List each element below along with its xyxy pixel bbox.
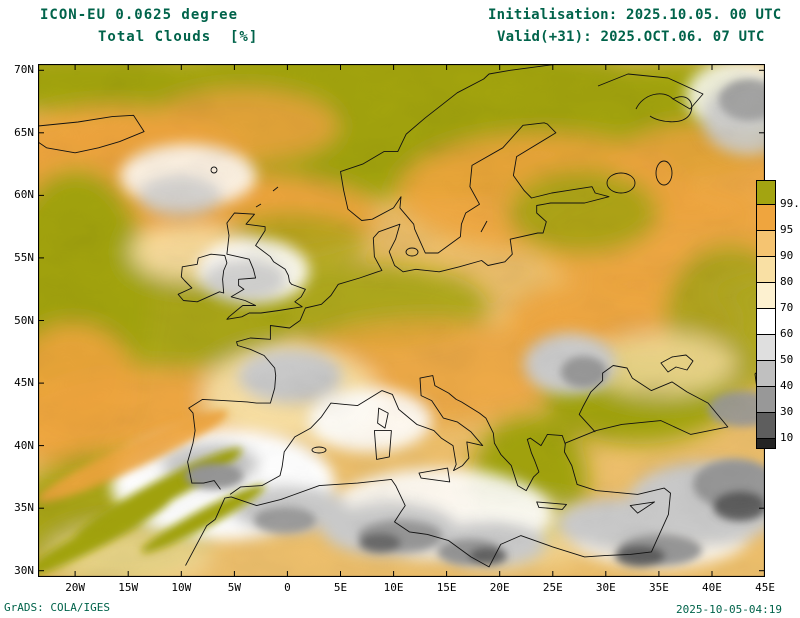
colorbar-segment [756,438,776,449]
lat-label: 35N [14,501,34,515]
lon-label: 10W [171,581,192,594]
colorbar-level-label: 50 [780,353,794,366]
lat-label: 30N [14,563,34,577]
lat-label: 70N [14,63,34,77]
lon-label: 40E [702,581,722,594]
lon-label: 35E [648,581,669,594]
valid-time: Valid(+31): 2025.OCT.06. 07 UTC [497,29,765,45]
lat-label: 55N [14,250,34,264]
colorbar-level-label: 40 [780,379,794,392]
colorbar-level-label: 10 [780,431,794,444]
model-title: ICON-EU 0.0625 degree [40,7,239,23]
initialisation-time: Initialisation: 2025.10.05. 00 UTC [488,7,782,23]
lon-label: 20E [489,581,510,594]
colorbar-segment [756,360,776,387]
lon-label: 30E [595,581,616,594]
colorbar-level-label: 60 [780,327,794,340]
cloud-map-svg [37,63,766,578]
generation-timestamp: 2025-10-05-04:19 [676,603,782,616]
lat-label: 40N [14,438,34,452]
colorbar-segment [756,180,776,205]
lon-label: 15E [436,581,457,594]
parameter-title: Total Clouds [%] [98,29,259,45]
lon-label: 0 [284,581,291,594]
coastlines [38,64,765,568]
colorbar-segment [756,282,776,309]
colorbar-segment [756,230,776,257]
grads-credit: GrADS: COLA/IGES [4,601,110,614]
lat-label: 50N [14,313,34,327]
map-canvas [37,63,766,578]
lon-label: 20W [65,581,86,594]
colorbar-level-label: 70 [780,301,794,314]
colorbar-segment [756,256,776,283]
lon-label: 10E [383,581,404,594]
lon-label: 25E [542,581,563,594]
lat-label: 60N [14,188,34,202]
colorbar-level-label: 90 [780,249,794,262]
lat-label: 65N [14,125,34,139]
cloud-shading-layer [38,64,765,577]
colorbar-segment [756,204,776,231]
colorbar-segment [756,386,776,413]
colorbar-segment [756,334,776,361]
colorbar-level-label: 30 [780,405,794,418]
lon-label: 5E [333,581,348,594]
lat-label: 45N [14,376,34,390]
colorbar-level-label: 99.5 [780,197,800,210]
colorbar-level-label: 95 [780,223,794,236]
lon-label: 15W [118,581,139,594]
lon-label: 5W [227,581,241,594]
lon-label: 45E [755,581,775,594]
colorbar-segment [756,412,776,439]
colorbar-segment [756,308,776,335]
colorbar-level-label: 80 [780,275,794,288]
